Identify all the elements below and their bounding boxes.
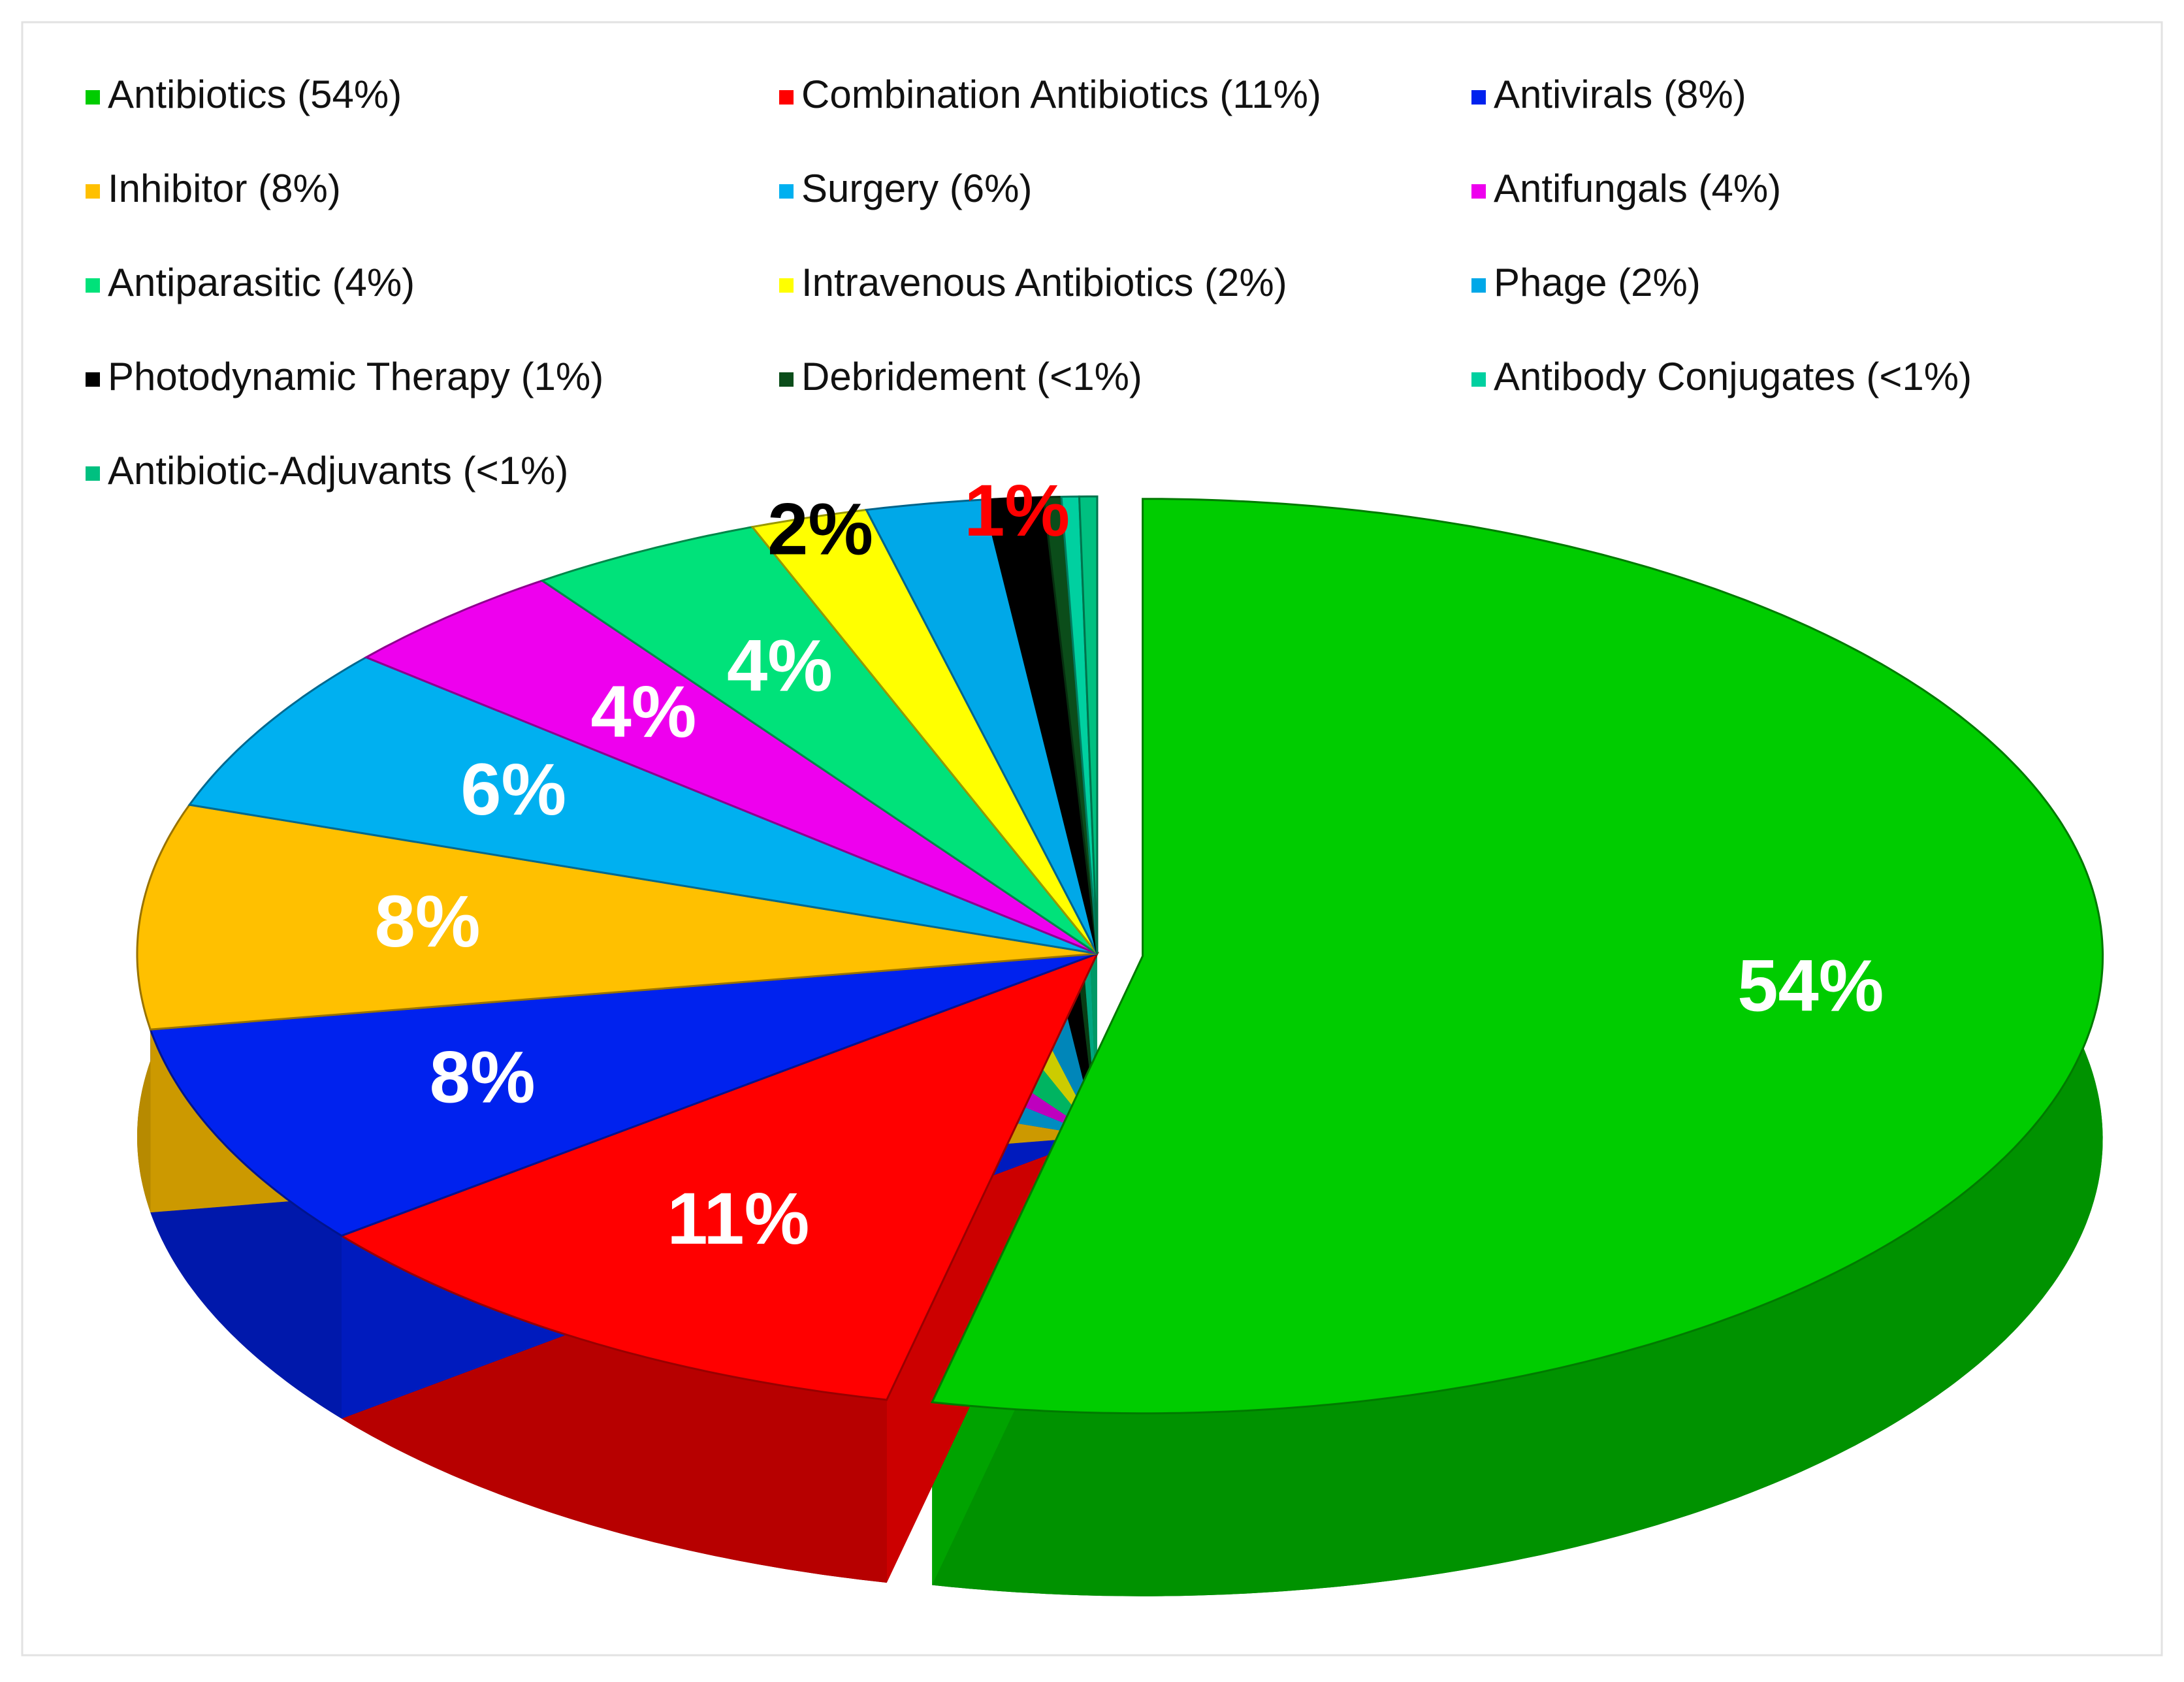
legend-marker	[86, 278, 100, 293]
value-label: 8%	[430, 1036, 536, 1118]
slice	[136, 803, 1098, 1031]
legend-label: Combination Antibiotics (11%)	[801, 73, 1321, 116]
legend-label: Antibiotics (54%)	[108, 73, 402, 116]
value-label: 4%	[727, 625, 833, 707]
legend-label: Antibiotic-Adjuvants (<1%)	[108, 449, 568, 493]
slice	[187, 656, 1098, 955]
slice	[339, 952, 1099, 1401]
frame	[21, 21, 2163, 1657]
value-label: 6%	[460, 749, 566, 830]
slice	[930, 498, 2104, 1415]
legend-marker	[86, 184, 100, 199]
value-labels: 54% 11% 8% 8% 6% 4% 4% 2% 1%	[375, 470, 1884, 1259]
legend-label: Photodynamic Therapy (1%)	[108, 355, 603, 398]
legend-label: Antibody Conjugates (<1%)	[1494, 355, 1972, 398]
value-label: 1%	[964, 470, 1070, 551]
pie-tops	[136, 495, 2104, 1415]
legend-marker	[1471, 90, 1486, 105]
legend: Antibiotics (54%) Combination Antibiotics…	[86, 73, 1972, 493]
legend-marker	[779, 90, 794, 105]
slice	[149, 952, 1098, 1237]
slice	[539, 526, 1099, 955]
legend-label: Inhibitor (8%)	[108, 167, 341, 210]
legend-label: Intravenous Antibiotics (2%)	[801, 261, 1287, 304]
legend-marker	[779, 278, 794, 293]
slice	[750, 508, 1099, 954]
slice	[364, 579, 1098, 955]
value-label: 4%	[590, 671, 696, 752]
legend-label: Surgery (6%)	[801, 167, 1032, 210]
slice	[1078, 495, 1099, 954]
value-label: 2%	[767, 489, 873, 570]
legend-label: Antivirals (8%)	[1494, 73, 1746, 116]
legend-marker	[1471, 278, 1486, 293]
legend-marker	[779, 184, 794, 199]
legend-label: Antifungals (4%)	[1494, 167, 1781, 210]
legend-marker	[86, 372, 100, 387]
legend-marker	[86, 466, 100, 481]
legend-marker	[1471, 184, 1486, 199]
value-label: 54%	[1737, 945, 1884, 1026]
legend-marker	[779, 372, 794, 387]
legend-label: Phage (2%)	[1494, 261, 1701, 304]
value-label: 11%	[667, 1178, 809, 1259]
value-label: 8%	[375, 881, 481, 962]
slice	[982, 496, 1099, 954]
legend-marker	[86, 90, 100, 105]
legend-marker	[1471, 372, 1486, 387]
legend-label: Debridement (<1%)	[801, 355, 1142, 398]
slice	[865, 498, 1099, 954]
legend-label: Antiparasitic (4%)	[108, 261, 415, 304]
